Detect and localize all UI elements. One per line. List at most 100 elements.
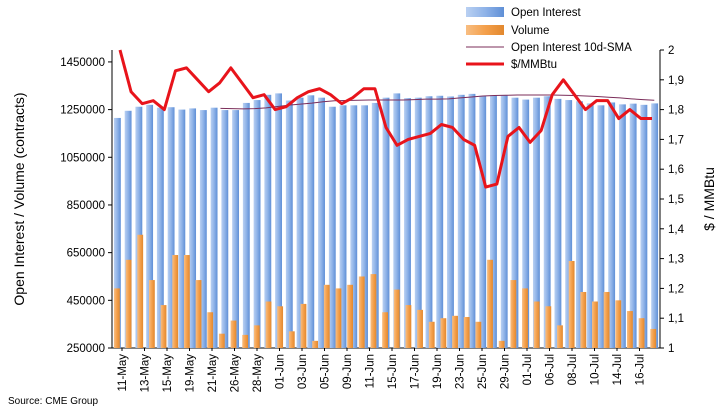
volume-bar [148, 280, 155, 348]
open-interest-bar [597, 105, 605, 348]
x-tick-label: 19-May [185, 354, 197, 393]
volume-bar [545, 306, 552, 348]
legend-label-price: $/MMBtu [511, 59, 557, 71]
left-tick-label: 850000 [67, 200, 105, 212]
legend-label-open-interest: Open Interest [511, 7, 581, 19]
sma-line-group [220, 94, 655, 110]
x-tick-label: 19-Jun [432, 354, 444, 389]
volume-bar [125, 259, 132, 348]
x-tick-label: 01-Jul [522, 354, 534, 385]
price-line-group [118, 49, 652, 189]
x-tick-label: 06-Jul [545, 354, 557, 385]
x-tick-label: 23-Jun [455, 354, 467, 389]
volume-bar [288, 331, 295, 348]
open-interest-bar [554, 98, 562, 349]
open-interest-bar [210, 107, 218, 348]
open-interest-bar [253, 100, 261, 348]
open-interest-bar [178, 109, 186, 348]
open-interest-bar [135, 106, 143, 349]
x-tick-label: 09-Jun [342, 354, 354, 389]
legend-label-sma: Open Interest 10d-SMA [511, 42, 632, 54]
volume-bar [452, 315, 458, 348]
volume-bar [113, 288, 120, 348]
open-interest-bar [339, 105, 347, 348]
volume-bar [568, 260, 575, 348]
open-interest-bar [242, 102, 250, 348]
x-tick-label: 15-Jun [387, 354, 399, 389]
open-interest-bar [575, 101, 583, 348]
open-interest-bar [479, 95, 487, 349]
open-interest-bar [232, 110, 240, 348]
volume-bar [323, 284, 330, 348]
open-interest-bar [425, 96, 433, 348]
volume-bar [242, 334, 249, 348]
legend-label-volume: Volume [511, 25, 549, 37]
open-interest-bars [113, 93, 659, 349]
left-tick-label: 1450000 [60, 57, 105, 69]
open-interest-bar [350, 105, 358, 348]
x-tick-label: 10-Jul [590, 354, 602, 385]
x-tick-label: 17-Jun [410, 354, 422, 389]
x-tick-label: 01-Jun [275, 354, 287, 389]
left-axis-ticks: 250000 450000 650000 850000 1050000 1250000 14… [60, 57, 112, 355]
open-interest-bar [167, 107, 175, 348]
volume-bar [417, 309, 423, 348]
right-tick-label: 1,6 [668, 164, 684, 176]
open-interest-bar [146, 104, 154, 348]
open-interest-bar [318, 97, 325, 349]
volume-bar [195, 280, 202, 348]
right-tick-label: 1,9 [668, 75, 684, 87]
volume-bar [335, 288, 342, 348]
volume-bar [207, 312, 214, 348]
volume-bar [405, 305, 412, 348]
open-interest-bar [275, 93, 282, 348]
x-tick-label: 16-Jul [635, 354, 647, 385]
volume-bar [137, 234, 144, 348]
right-tick-label: 1,7 [668, 134, 684, 146]
open-interest-bar [221, 110, 229, 348]
volume-bar [382, 312, 388, 348]
open-interest-bar [113, 117, 121, 348]
volume-bar [557, 325, 563, 348]
x-tick-label: 28-May [252, 354, 264, 393]
right-tick-label: 1,2 [668, 283, 684, 295]
open-interest-bar [361, 105, 368, 348]
open-interest-bar [543, 96, 551, 348]
volume-bar [603, 291, 610, 348]
right-axis-title: $ / MMBtu [701, 167, 717, 231]
legend-swatch-open-interest [466, 7, 504, 17]
right-tick-label: 1,8 [668, 105, 684, 117]
volume-bar [370, 274, 377, 348]
volume-bar [277, 306, 284, 348]
volume-bar [183, 255, 190, 348]
right-axis-ticks: 1 1,1 1,2 1,3 1,4 1,5 1,6 1,7 1,8 1,9 2 [660, 45, 685, 355]
open-interest-bar [199, 110, 207, 348]
volume-bar [498, 340, 505, 348]
open-interest-bar [511, 97, 519, 349]
open-interest-bar [532, 97, 540, 349]
open-interest-bar [586, 103, 594, 349]
volume-bars [113, 234, 657, 348]
open-interest-bar [565, 100, 573, 348]
open-interest-bar [414, 97, 422, 349]
volume-bar [487, 259, 493, 348]
volume-bar [522, 288, 528, 348]
volume-bar [358, 276, 365, 348]
volume-bar [510, 280, 517, 348]
legend: Open Interest Volume Open Interest 10d-S… [466, 7, 632, 71]
open-interest-bar [618, 104, 626, 348]
volume-bar [428, 321, 435, 348]
x-tick-label: 21-May [207, 354, 219, 393]
open-interest-bar [382, 97, 390, 349]
sma-line [220, 94, 655, 110]
volume-bar [638, 318, 645, 348]
open-interest-bar [307, 95, 315, 348]
volume-bar [253, 325, 260, 348]
volume-bar [347, 284, 353, 348]
volume-bar [475, 321, 482, 348]
open-interest-bar [124, 110, 132, 348]
left-tick-label: 250000 [67, 343, 105, 355]
volume-bar [230, 320, 237, 348]
x-tick-label: 13-May [140, 354, 152, 393]
